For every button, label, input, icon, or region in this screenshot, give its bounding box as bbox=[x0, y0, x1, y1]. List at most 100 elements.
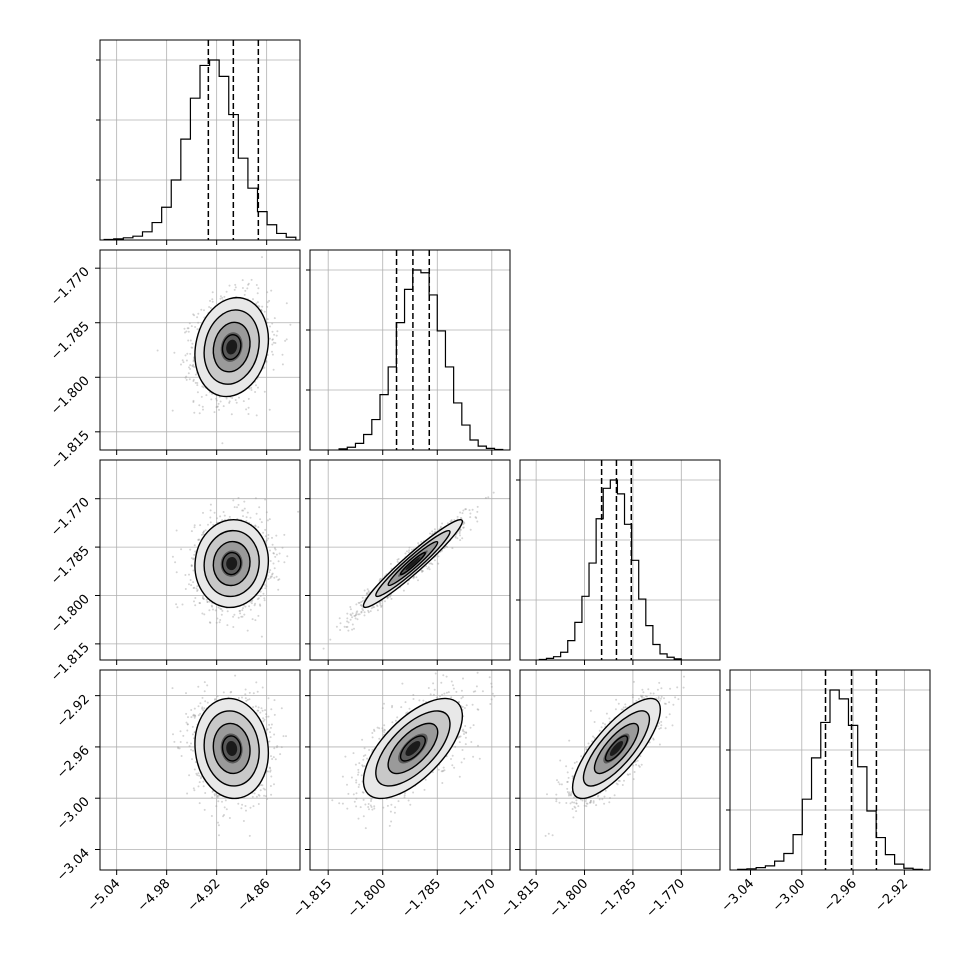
scatter-point bbox=[362, 609, 365, 612]
scatter-point bbox=[223, 295, 226, 298]
contour-line bbox=[375, 529, 451, 598]
scatter-point bbox=[257, 597, 260, 600]
scatter-point bbox=[343, 625, 346, 628]
scatter-point bbox=[450, 519, 453, 522]
scatter-point bbox=[242, 607, 244, 610]
scatter-point bbox=[193, 600, 195, 603]
scatter-point bbox=[396, 560, 399, 563]
scatter-point bbox=[177, 747, 180, 750]
scatter-point bbox=[215, 406, 218, 409]
scatter-point bbox=[372, 606, 375, 609]
scatter-point bbox=[255, 681, 258, 684]
scatter-point bbox=[458, 530, 461, 533]
scatter-point bbox=[258, 506, 261, 509]
scatter-point bbox=[217, 800, 220, 803]
scatter-point bbox=[350, 614, 353, 617]
scatter-point bbox=[226, 624, 229, 627]
scatter-point bbox=[359, 604, 362, 607]
scatter-point bbox=[173, 740, 176, 743]
scatter-point bbox=[269, 769, 272, 772]
scatter-point bbox=[412, 577, 415, 580]
scatter-point bbox=[221, 442, 224, 445]
scatter-point bbox=[215, 405, 218, 408]
scatter-point bbox=[232, 499, 235, 502]
scatter-point bbox=[271, 330, 274, 333]
scatter-point bbox=[269, 549, 271, 552]
scatter-point bbox=[210, 604, 213, 607]
scatter-point bbox=[260, 784, 262, 786]
scatter-point bbox=[198, 404, 201, 407]
scatter-point bbox=[469, 516, 472, 519]
scatter-point bbox=[246, 629, 249, 632]
scatter-point bbox=[225, 397, 228, 400]
scatter-point bbox=[264, 535, 267, 538]
scatter-point bbox=[184, 588, 187, 590]
scatter-point bbox=[349, 608, 352, 611]
panel-frame bbox=[99, 459, 301, 661]
scatter-point bbox=[238, 396, 240, 399]
scatter-point bbox=[351, 628, 354, 631]
scatter-point bbox=[215, 805, 218, 808]
scatter-point bbox=[228, 515, 231, 518]
scatter-point bbox=[406, 583, 409, 586]
scatter-point bbox=[380, 604, 383, 607]
histogram-steps bbox=[338, 269, 504, 451]
scatter-point bbox=[459, 539, 462, 542]
scatter-point bbox=[245, 408, 248, 411]
scatter-point bbox=[193, 586, 196, 589]
scatter-point bbox=[244, 697, 247, 700]
scatter-point bbox=[175, 529, 178, 532]
scatter-point bbox=[367, 609, 370, 612]
scatter-point bbox=[202, 709, 205, 712]
scatter-point bbox=[351, 616, 354, 619]
scatter-point bbox=[187, 339, 190, 342]
scatter-point bbox=[201, 385, 204, 388]
scatter-point bbox=[284, 339, 287, 342]
scatter-point bbox=[255, 512, 258, 515]
scatter-point bbox=[281, 546, 284, 549]
contour-line bbox=[399, 551, 426, 576]
scatter-point bbox=[192, 313, 195, 316]
scatter-point bbox=[449, 520, 452, 523]
scatter-point bbox=[201, 612, 204, 615]
histogram-panel-0 bbox=[96, 39, 301, 241]
scatter-point bbox=[197, 539, 200, 541]
scatter-point bbox=[213, 411, 216, 414]
scatter-point bbox=[171, 409, 174, 412]
scatter-point bbox=[259, 595, 262, 597]
scatter-point bbox=[437, 555, 440, 558]
scatter-point bbox=[269, 560, 272, 562]
scatter-point bbox=[386, 596, 389, 599]
scatter-point bbox=[189, 364, 192, 367]
scatter-point bbox=[194, 597, 197, 599]
scatter-point bbox=[446, 522, 449, 525]
scatter-point bbox=[174, 561, 177, 564]
scatter-point bbox=[468, 509, 471, 512]
scatter-point bbox=[246, 511, 249, 514]
scatter-point bbox=[421, 570, 424, 573]
scatter-point bbox=[271, 343, 274, 346]
scatter-point bbox=[250, 602, 253, 605]
panel-frame bbox=[519, 459, 721, 661]
scatter-point bbox=[192, 365, 195, 368]
panel-content bbox=[100, 460, 300, 660]
scatter-point bbox=[201, 706, 204, 709]
scatter-point bbox=[439, 525, 442, 528]
scatter-point bbox=[175, 571, 178, 574]
scatter-point bbox=[281, 363, 284, 366]
scatter-point bbox=[429, 532, 432, 535]
scatter-point bbox=[441, 522, 444, 525]
scatter-point bbox=[257, 287, 260, 290]
scatter-point bbox=[218, 408, 220, 411]
scatter-point bbox=[266, 291, 269, 294]
scatter-point bbox=[202, 511, 204, 514]
contour-line bbox=[221, 551, 242, 576]
scatter-point bbox=[205, 394, 208, 397]
scatter-point bbox=[215, 399, 218, 402]
scatter-point bbox=[261, 784, 264, 787]
scatter-point bbox=[192, 360, 195, 363]
scatter-point bbox=[195, 587, 198, 590]
scatter-point bbox=[205, 598, 208, 601]
scatter-point bbox=[194, 326, 197, 328]
scatter-point bbox=[258, 305, 261, 308]
